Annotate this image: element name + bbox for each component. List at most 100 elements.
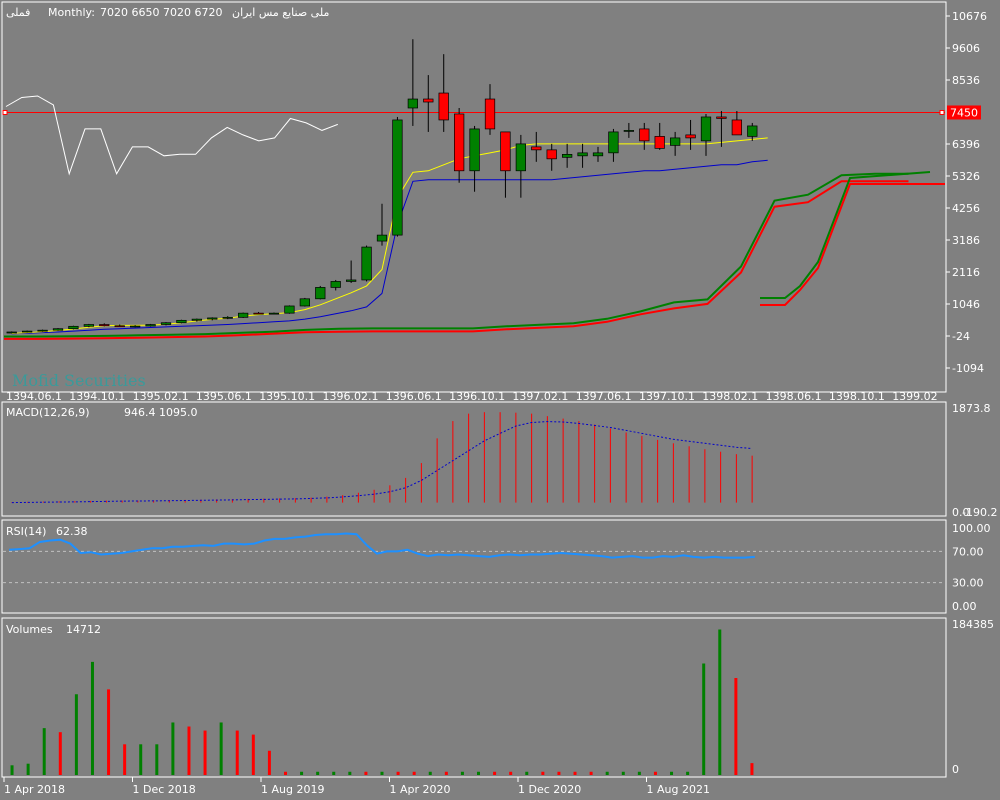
- candle-body: [22, 330, 33, 333]
- upper-band-right: [760, 171, 931, 299]
- price-x-tick-label: 1395.10.1: [259, 390, 315, 403]
- macd-legend-values: 946.4 1095.0: [124, 406, 197, 419]
- macd-signal-line: [11, 421, 753, 504]
- price-x-tick-label: 1398.10.1: [829, 390, 885, 403]
- volume-legend-name: Volumes: [6, 623, 53, 636]
- candle-body: [562, 153, 573, 158]
- rsi-tick-label: 70.00: [952, 545, 984, 558]
- chart-timeframe: Monthly:: [48, 6, 95, 19]
- macd-tick-label: -190.2: [962, 506, 997, 519]
- macd-tick-label: 0.0: [952, 506, 970, 519]
- rsi-tick-label: 100.00: [952, 522, 991, 535]
- candle-body: [83, 324, 94, 327]
- volume-series: [10, 629, 754, 775]
- price-tick-label: -24: [952, 330, 970, 343]
- candle-body: [207, 317, 218, 320]
- candle-body: [284, 305, 295, 314]
- volume-x-tick-label: 1 Apr 2020: [390, 783, 451, 796]
- volume-x-tick-label: 1 Aug 2019: [261, 783, 324, 796]
- candle-body: [191, 318, 202, 321]
- candle-body: [623, 130, 634, 132]
- candle-body: [700, 116, 712, 142]
- candle-body: [114, 325, 125, 328]
- rsi-tick-label: 30.00: [952, 577, 984, 590]
- candle-body: [99, 324, 110, 327]
- price-line-marker-left: [2, 109, 8, 115]
- price-tick-label: 10676: [952, 10, 987, 23]
- rsi-panel: [1, 519, 947, 614]
- chart-symbol: فملی: [6, 6, 30, 19]
- price-tick-label: 5326: [952, 170, 980, 183]
- candle-body: [268, 312, 280, 315]
- candle-body: [407, 98, 418, 109]
- candle-body: [592, 152, 604, 157]
- candle-body: [654, 136, 665, 149]
- candle-body: [160, 322, 172, 325]
- candle-body: [731, 119, 742, 136]
- price-tick-label: 1046: [952, 298, 980, 311]
- candle-body: [315, 287, 326, 300]
- price-tick-label: 4256: [952, 202, 980, 215]
- volume-tick-label: 184385: [952, 618, 994, 631]
- candle-body: [685, 134, 696, 139]
- candle-body: [469, 128, 480, 172]
- volume-tick-label: 0: [952, 763, 959, 776]
- rsi-series: [3, 532, 945, 584]
- price-x-tick-label: 1394.10.1: [69, 390, 125, 403]
- price-tick-label: -1094: [952, 362, 984, 375]
- candle-body: [222, 316, 233, 319]
- volume-x-tick-label: 1 Aug 2021: [647, 783, 710, 796]
- price-x-tick-label: 1397.06.1: [576, 390, 632, 403]
- candle-body: [176, 319, 187, 324]
- price-tick-label: 6396: [952, 138, 980, 151]
- macd-panel: [1, 401, 947, 517]
- volume-legend-value: 14712: [66, 623, 101, 636]
- upper-band-line: [4, 172, 909, 338]
- candle-body: [37, 329, 48, 332]
- rsi-tick-label: 0.00: [952, 600, 977, 613]
- macd-tick-label: 1873.8: [952, 402, 991, 415]
- lower-band-line: [4, 180, 909, 340]
- candle-body: [238, 312, 249, 318]
- rsi-legend-value: 62.38: [56, 525, 88, 538]
- candle-body: [438, 92, 449, 121]
- price-tick-label: 8536: [952, 74, 980, 87]
- volume-x-tick-label: 1 Apr 2018: [4, 783, 65, 796]
- candle-body: [130, 325, 141, 328]
- price-x-tick-label: 1395.02.1: [133, 390, 189, 403]
- price-x-tick-label: 1397.02.1: [512, 390, 568, 403]
- candle-body: [330, 281, 341, 288]
- candle-body: [361, 246, 372, 281]
- candle-body: [6, 331, 17, 334]
- candle-body: [52, 328, 64, 331]
- candle-body: [299, 298, 310, 307]
- price-x-tick-label: 1398.06.1: [766, 390, 822, 403]
- candle-body: [484, 98, 496, 130]
- candle-body: [346, 279, 357, 282]
- current-price-tick: 7450: [950, 106, 978, 119]
- candle-body: [392, 119, 403, 236]
- candle-body: [515, 143, 526, 172]
- candle-body: [145, 324, 156, 327]
- watermark: Mofid Securities: [12, 371, 146, 390]
- macd-legend-name: MACD(12,26,9): [6, 406, 90, 419]
- price-tick-label: 2116: [952, 266, 980, 279]
- candle-body: [639, 128, 650, 142]
- chart-title: ملی صنایع مس ایران: [232, 6, 329, 19]
- price-x-tick-label: 1399.02: [892, 390, 938, 403]
- candle-body: [253, 312, 264, 315]
- price-x-tick-label: 1395.06.1: [196, 390, 252, 403]
- candle-body: [716, 116, 727, 119]
- price-series: [2, 39, 945, 340]
- candle-body: [546, 149, 557, 160]
- price-panel: [1, 1, 947, 393]
- current-price-tag: [947, 105, 981, 120]
- rsi-line: [9, 532, 755, 559]
- ma-slow-line: [11, 159, 768, 335]
- white-line: [5, 95, 338, 176]
- axes: 10676 9606 8536 7450 6396 5326 4256 3186 2116 104…: [3, 10, 997, 796]
- volume-x-tick-label: 1 Dec 2018: [133, 783, 196, 796]
- macd-series: [11, 412, 753, 504]
- candle-body: [454, 113, 465, 172]
